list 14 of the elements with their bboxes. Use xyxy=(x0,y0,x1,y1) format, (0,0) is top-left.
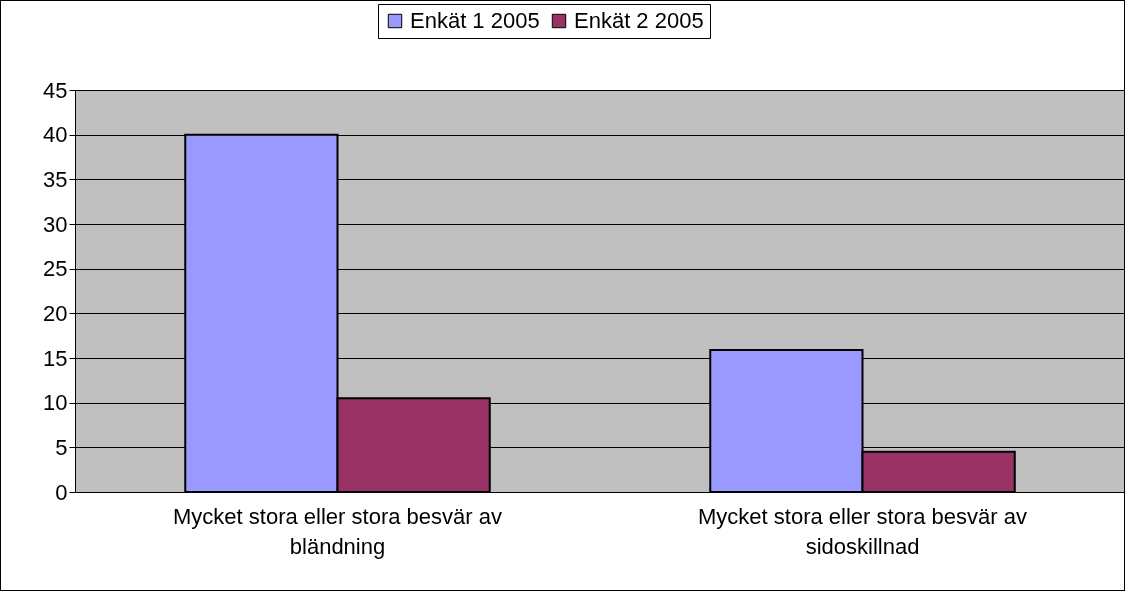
y-tick-label: 10 xyxy=(43,390,68,416)
legend-label: Enkät 2 2005 xyxy=(574,8,704,33)
x-tick-label: Mycket stora eller stora besvär av sidoskillnad xyxy=(698,503,1027,559)
y-tick-label: 20 xyxy=(43,300,68,326)
y-tick-label: 25 xyxy=(43,256,68,282)
y-tick-label: 40 xyxy=(43,122,68,148)
y-tick-label: 15 xyxy=(43,345,68,371)
x-tick-label: Mycket stora eller stora besvär av bländning xyxy=(173,503,502,559)
y-tick-label: 5 xyxy=(55,434,68,460)
y-tick-label: 35 xyxy=(43,166,68,192)
y-tick-label: 45 xyxy=(43,77,68,103)
y-tick-label: 0 xyxy=(55,479,68,505)
y-tick-label: 30 xyxy=(43,211,68,237)
legend-label: Enkät 1 2005 xyxy=(410,8,540,33)
